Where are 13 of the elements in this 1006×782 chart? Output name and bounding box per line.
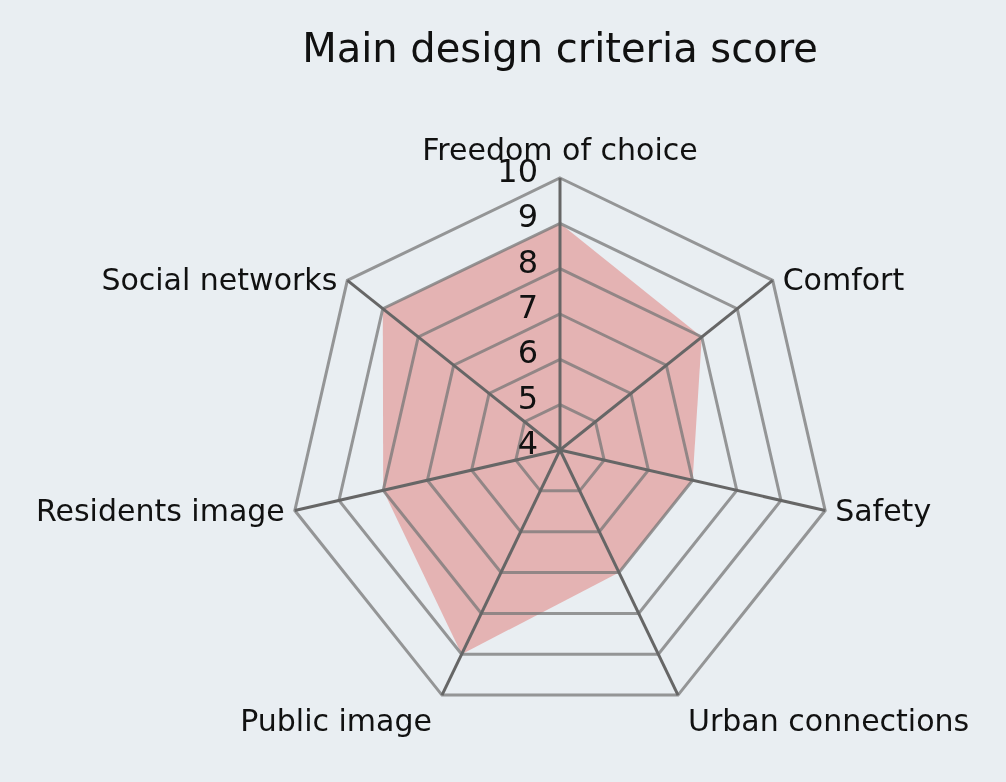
spoke-label: Residents image [36, 492, 285, 528]
spoke-label: Safety [835, 492, 932, 528]
y-tick-label: 4 [517, 424, 538, 462]
spoke-label: Social networks [101, 262, 338, 298]
y-tick-label: 8 [517, 242, 538, 281]
y-tick-label: 5 [517, 378, 538, 417]
chart-title: Main design criteria score [302, 25, 818, 71]
y-tick-label: 9 [517, 197, 538, 236]
y-tick-label: 6 [517, 333, 538, 372]
spoke-label: Public image [240, 703, 432, 739]
spoke-label: Urban connections [688, 703, 970, 739]
spoke-label: Comfort [782, 262, 905, 298]
y-tick-label: 7 [517, 288, 538, 326]
